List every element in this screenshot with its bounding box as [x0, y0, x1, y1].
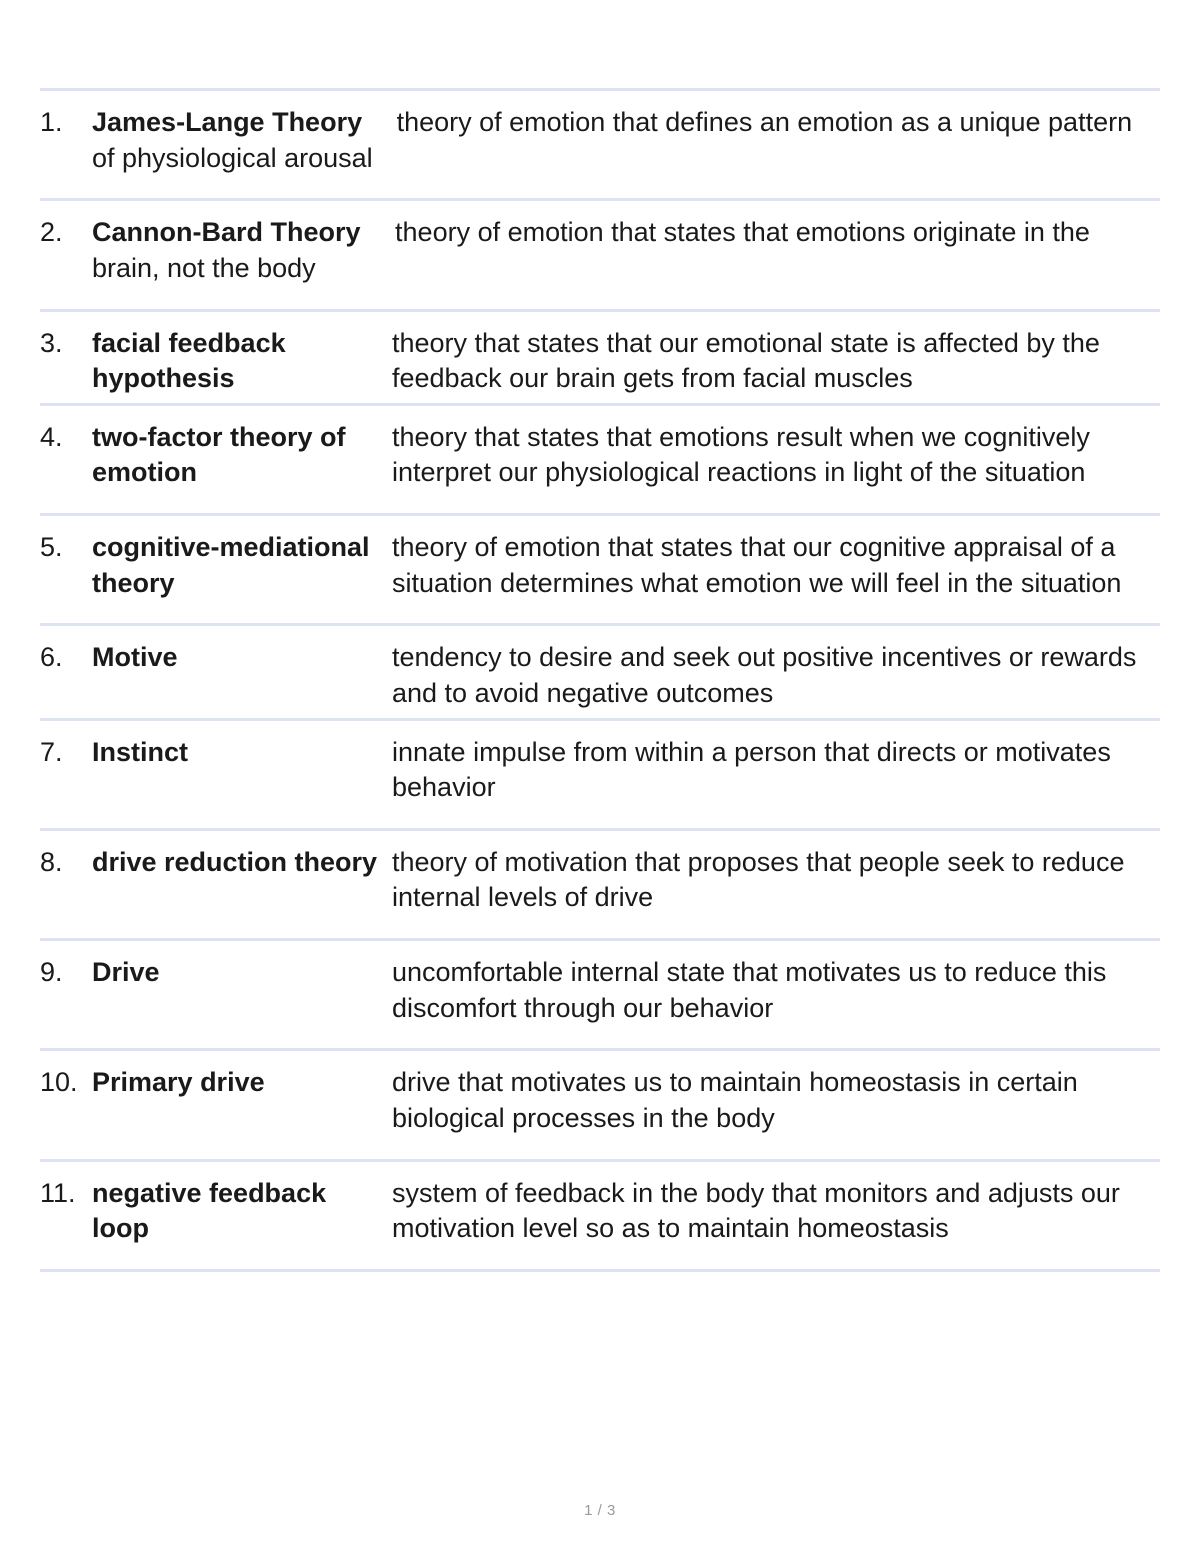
- entry-number: 10.: [40, 1065, 92, 1101]
- definition-row: 1.James-Lange Theory theory of emotion t…: [40, 88, 1160, 198]
- definition-row: 4.two-factor theory of emotiontheory tha…: [40, 403, 1160, 513]
- entry-term: cognitive-mediational theory: [92, 530, 392, 601]
- entry-term: drive reduction theory: [92, 845, 392, 881]
- entry-definition: theory of emotion that states that our c…: [392, 530, 1160, 601]
- entry-number: 9.: [40, 955, 92, 991]
- entry-number: 11.: [40, 1176, 92, 1212]
- definition-row: 5.cognitive-mediational theorytheory of …: [40, 513, 1160, 623]
- entry-term: two-factor theory of emotion: [92, 420, 392, 491]
- entry-term: negative feedback loop: [92, 1176, 392, 1247]
- entry-body: James-Lange Theory theory of emotion tha…: [92, 105, 1160, 176]
- entry-definition: tendency to desire and seek out positive…: [392, 640, 1160, 711]
- definition-row: 10.Primary drivedrive that motivates us …: [40, 1048, 1160, 1158]
- entry-number: 4.: [40, 420, 92, 456]
- definition-row: 2.Cannon-Bard Theory theory of emotion t…: [40, 198, 1160, 308]
- entry-term: Primary drive: [92, 1065, 392, 1101]
- entry-body: Cannon-Bard Theory theory of emotion tha…: [92, 215, 1160, 286]
- entry-number: 2.: [40, 215, 92, 251]
- entry-definition: drive that motivates us to maintain home…: [392, 1065, 1160, 1136]
- definition-row: 11.negative feedback loopsystem of feedb…: [40, 1159, 1160, 1272]
- definition-list: 1.James-Lange Theory theory of emotion t…: [40, 88, 1160, 1272]
- definition-row: 9.Driveuncomfortable internal state that…: [40, 938, 1160, 1048]
- entry-definition: system of feedback in the body that moni…: [392, 1176, 1160, 1247]
- definition-row: 3.facial feedback hypothesistheory that …: [40, 309, 1160, 403]
- entry-number: 3.: [40, 326, 92, 362]
- entry-number: 5.: [40, 530, 92, 566]
- definition-row: 6.Motivetendency to desire and seek out …: [40, 623, 1160, 717]
- entry-gap: [361, 217, 396, 247]
- entry-number: 1.: [40, 105, 92, 141]
- definition-row: 7.Instinctinnate impulse from within a p…: [40, 718, 1160, 828]
- entry-definition: innate impulse from within a person that…: [392, 735, 1160, 806]
- entry-term: James-Lange Theory: [92, 107, 362, 137]
- entry-number: 8.: [40, 845, 92, 881]
- entry-term: Instinct: [92, 735, 392, 771]
- entry-term: Drive: [92, 955, 392, 991]
- entry-definition: uncomfortable internal state that motiva…: [392, 955, 1160, 1026]
- entry-definition: theory that states that emotions result …: [392, 420, 1160, 491]
- entry-number: 6.: [40, 640, 92, 676]
- entry-gap: [362, 107, 397, 137]
- page-number: 1 / 3: [0, 1502, 1200, 1519]
- entry-definition: theory that states that our emotional st…: [392, 326, 1160, 397]
- definition-row: 8.drive reduction theorytheory of motiva…: [40, 828, 1160, 938]
- entry-term: Motive: [92, 640, 392, 676]
- entry-definition: theory of motivation that proposes that …: [392, 845, 1160, 916]
- page: 1.James-Lange Theory theory of emotion t…: [0, 0, 1200, 1553]
- entry-term: Cannon-Bard Theory: [92, 217, 361, 247]
- entry-term: facial feedback hypothesis: [92, 326, 392, 397]
- entry-number: 7.: [40, 735, 92, 771]
